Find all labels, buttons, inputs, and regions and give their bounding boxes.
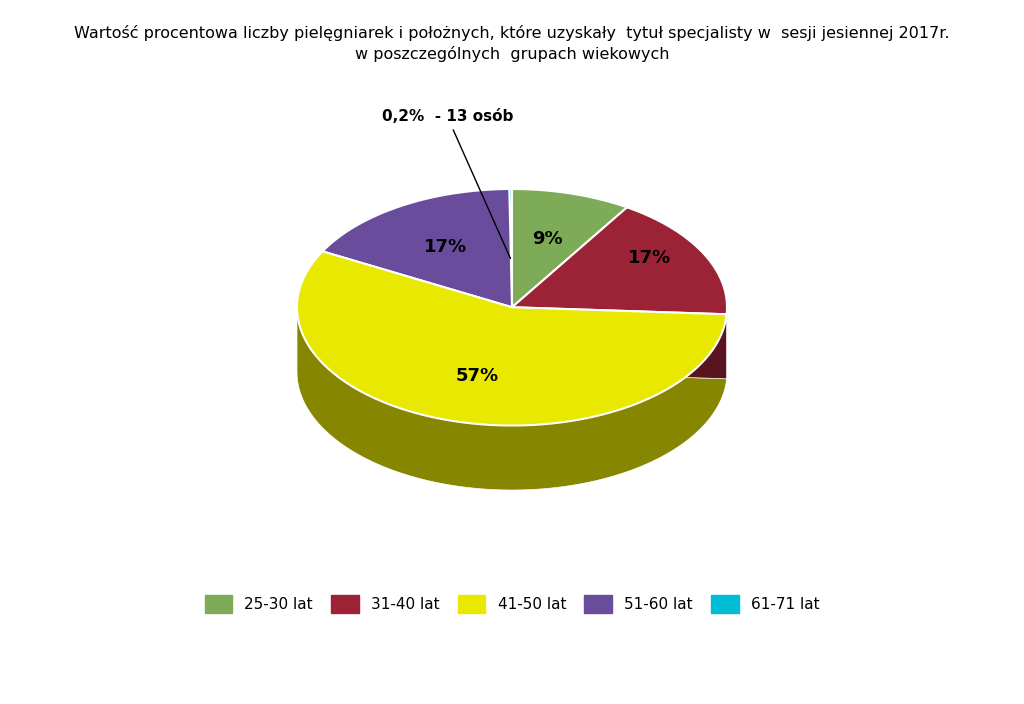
Polygon shape [297,308,727,490]
Text: 9%: 9% [532,230,563,248]
Polygon shape [512,307,727,379]
Text: 17%: 17% [424,237,467,256]
Polygon shape [512,208,727,314]
Text: 17%: 17% [628,249,672,267]
Polygon shape [512,307,727,379]
Polygon shape [509,189,512,307]
Text: 0,2%  - 13 osób: 0,2% - 13 osób [382,110,513,258]
Text: 57%: 57% [456,367,499,384]
Polygon shape [297,251,727,425]
Polygon shape [512,189,627,307]
Text: w poszczególnych  grupach wiekowych: w poszczególnych grupach wiekowych [354,46,670,62]
Legend: 25-30 lat, 31-40 lat, 41-50 lat, 51-60 lat, 61-71 lat: 25-30 lat, 31-40 lat, 41-50 lat, 51-60 l… [199,589,825,620]
Text: Wartość procentowa liczby pielęgniarek i położnych, które uzyskały  tytuł specja: Wartość procentowa liczby pielęgniarek i… [74,25,950,41]
Polygon shape [323,189,512,307]
